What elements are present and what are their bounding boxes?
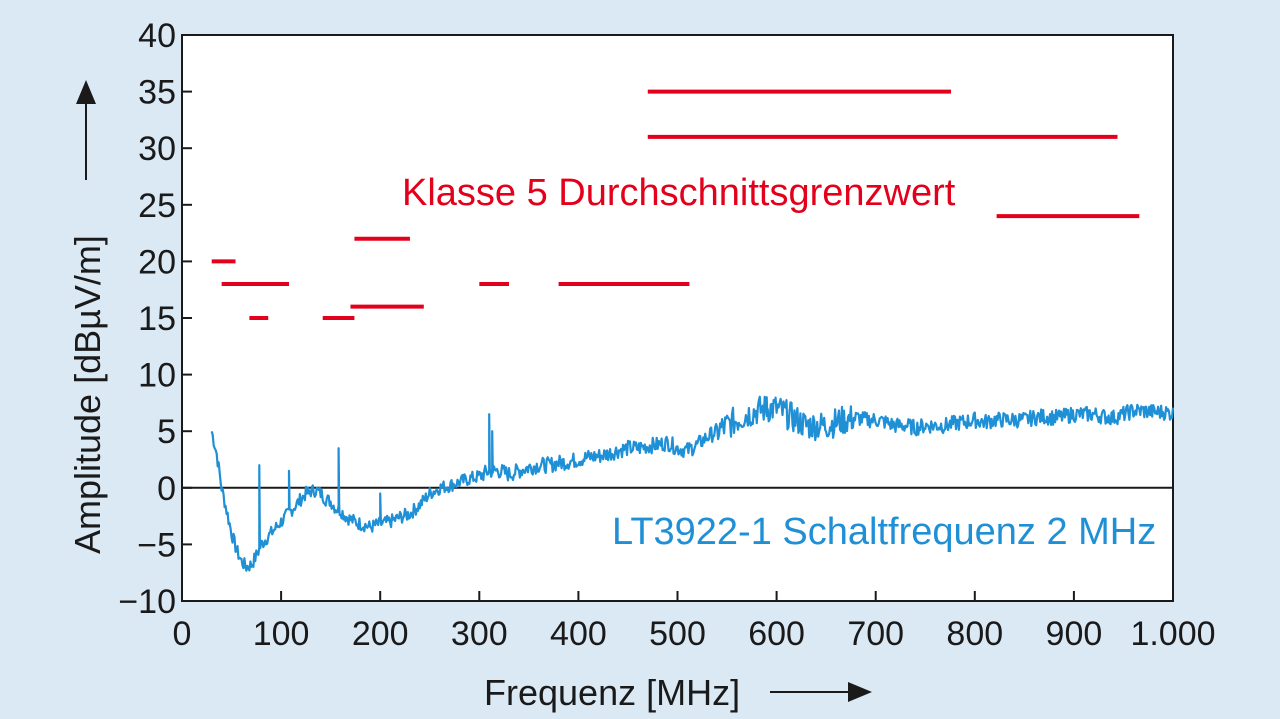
y-tick-label: 15 xyxy=(138,300,176,338)
x-tick-label: 400 xyxy=(550,615,607,653)
ann-limit-text: Klasse 5 Durchschnittsgrenzwert xyxy=(402,172,956,214)
y-axis-ticks: −10 −5 0 5 10 15 20 25 30 35 40 xyxy=(118,17,192,621)
y-tick-label: 20 xyxy=(138,243,176,281)
x-tick-label: 200 xyxy=(352,615,409,653)
limit-lines xyxy=(211,89,1140,320)
y-tick-label: −5 xyxy=(137,526,176,564)
x-tick-label: 100 xyxy=(253,615,310,653)
signal-series-line xyxy=(210,395,1175,572)
y-tick-label: −10 xyxy=(118,583,176,621)
x-tick-label: 900 xyxy=(1046,615,1103,653)
y-tick-label: 30 xyxy=(138,130,176,168)
x-tick-label: 0 xyxy=(173,615,192,653)
y-axis-label: Amplitude [dBµV/m] xyxy=(67,235,108,554)
y-tick-label: 0 xyxy=(157,470,176,508)
y-axis-arrow-head xyxy=(76,80,96,104)
y-tick-label: 35 xyxy=(138,74,176,112)
x-tick-label: 700 xyxy=(847,615,904,653)
y-tick-label: 5 xyxy=(157,413,176,451)
y-tick-label: 40 xyxy=(138,17,176,55)
y-tick-label: 25 xyxy=(138,187,176,225)
x-axis-ticks: 0 100 200 300 400 500 600 700 800 900 1.000 xyxy=(173,591,1216,653)
y-tick-label: 10 xyxy=(138,357,176,395)
x-tick-label: 300 xyxy=(451,615,508,653)
x-axis-label: Frequenz [MHz] xyxy=(484,672,740,713)
x-axis-arrow-head xyxy=(848,682,872,702)
x-tick-label: 600 xyxy=(748,615,805,653)
x-tick-label: 500 xyxy=(649,615,706,653)
x-tick-label: 800 xyxy=(946,615,1003,653)
x-tick-label: 1.000 xyxy=(1130,615,1215,653)
ann-series-text: LT3922-1 Schaltfrequenz 2 MHz xyxy=(612,511,1156,553)
